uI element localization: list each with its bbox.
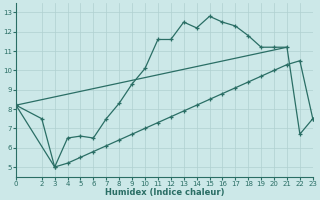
X-axis label: Humidex (Indice chaleur): Humidex (Indice chaleur) xyxy=(105,188,224,197)
